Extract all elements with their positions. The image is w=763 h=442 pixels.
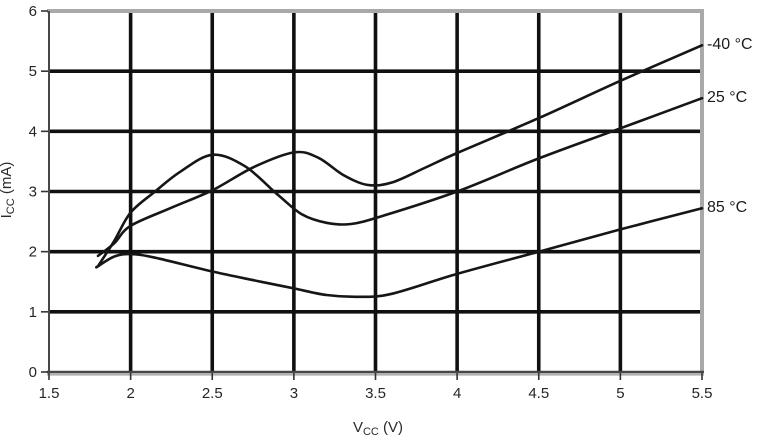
series-label-25c: 25 °C bbox=[707, 89, 748, 107]
x-tick-label: 1.5 bbox=[39, 385, 60, 402]
x-tick-label: 2 bbox=[126, 385, 134, 402]
y-tick-label: 6 bbox=[29, 3, 37, 20]
y-tick-label: 3 bbox=[29, 184, 37, 201]
series-label-85c: 85 °C bbox=[707, 199, 748, 217]
x-tick-label: 5 bbox=[616, 385, 624, 402]
y-axis-title: ICC (mA) bbox=[0, 162, 17, 219]
y-tick-label: 4 bbox=[29, 123, 37, 140]
x-tick-label: 4.5 bbox=[528, 385, 549, 402]
x-tick-label: 5.5 bbox=[692, 385, 713, 402]
x-axis-title-symbol: V bbox=[352, 419, 363, 436]
y-axis-title-unit: (mA) bbox=[0, 161, 16, 195]
x-tick-label: 4 bbox=[453, 385, 461, 402]
curve-minus40c bbox=[96, 44, 704, 258]
y-tick-label: 0 bbox=[29, 364, 37, 381]
x-tick-label: 2.5 bbox=[202, 385, 223, 402]
x-tick-label: 3 bbox=[290, 385, 298, 402]
x-axis-title-subscript: CC bbox=[362, 426, 379, 438]
y-tick-label: 2 bbox=[29, 244, 37, 261]
y-tick-label: 5 bbox=[29, 63, 37, 80]
y-axis-title-subscript: CC bbox=[5, 198, 18, 215]
series-label-minus40c: -40 °C bbox=[707, 36, 753, 54]
curve-85c bbox=[95, 207, 704, 299]
x-tick-label: 3.5 bbox=[365, 385, 386, 402]
x-axis-title: VCC (V) bbox=[318, 419, 438, 438]
y-axis-title-symbol: I bbox=[0, 214, 15, 218]
y-tick-label: 1 bbox=[29, 304, 37, 321]
x-axis-title-unit: (V) bbox=[378, 419, 404, 436]
curve-25c bbox=[96, 96, 704, 268]
